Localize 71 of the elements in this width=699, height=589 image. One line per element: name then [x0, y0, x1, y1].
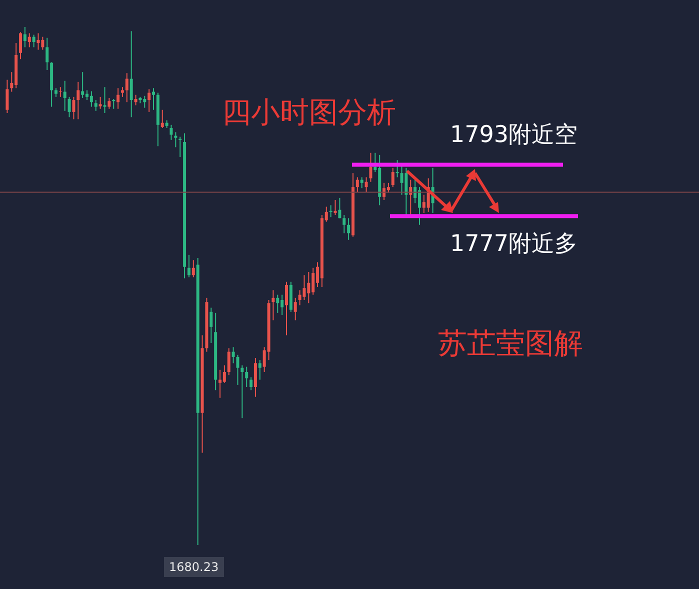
- candlestick: [112, 98, 116, 110]
- candlestick: [36, 32, 40, 50]
- candlestick: [19, 32, 22, 60]
- candlestick: [170, 124, 173, 140]
- candlestick: [409, 179, 412, 216]
- candlestick: [94, 100, 98, 112]
- candlestick: [125, 72, 128, 103]
- candlestick: [414, 179, 417, 204]
- text: 苏芷莹图解: [438, 325, 583, 362]
- candlestick: [382, 182, 386, 201]
- ref-line-label: 1793附近空: [450, 122, 578, 148]
- candlestick: [329, 204, 332, 218]
- annotation: 四小时图分析: [222, 94, 396, 131]
- candlestick: [103, 86, 106, 114]
- candlestick: [240, 364, 244, 419]
- candlestick: [284, 281, 288, 336]
- candlestick: [23, 26, 26, 48]
- candlestick: [276, 294, 280, 314]
- candlestick: [178, 136, 182, 158]
- candlestick: [360, 176, 364, 189]
- candlestick: [232, 346, 235, 364]
- candlestick: [334, 200, 337, 216]
- annotation: 1680.23: [164, 557, 224, 577]
- candlestick: [298, 290, 302, 306]
- candlestick: [227, 348, 230, 376]
- candlestick: [76, 81, 80, 120]
- candlestick: [108, 97, 111, 110]
- candlestick: [245, 366, 248, 388]
- candlestick: [152, 88, 156, 110]
- candlestick: [272, 290, 275, 321]
- candlestick: [68, 96, 71, 118]
- candlestick: [192, 260, 195, 278]
- candlestick: [356, 176, 359, 193]
- candlestick: [400, 164, 404, 196]
- candlestick: [187, 254, 190, 278]
- candlestick: [338, 197, 342, 219]
- candlestick: [63, 80, 66, 112]
- candlestick: [369, 152, 372, 182]
- candlestick: [342, 214, 346, 234]
- candlestick: [160, 109, 164, 129]
- candlestick: [130, 30, 133, 118]
- candlestick: [32, 34, 36, 48]
- candlestick: [347, 218, 350, 240]
- candlestick: [418, 186, 421, 226]
- candlestick: [134, 94, 138, 106]
- candlestick: [120, 86, 124, 98]
- candlestick: [6, 79, 9, 114]
- candlestick: [404, 167, 408, 216]
- candlestick: [386, 182, 390, 194]
- ref-line-label: 1777附近多: [450, 231, 578, 258]
- candlestick: [90, 90, 93, 108]
- candlestick: [396, 160, 399, 178]
- candlestick: [98, 96, 102, 110]
- candlestick: [58, 86, 62, 98]
- candlestick: [116, 88, 120, 110]
- candlestick: [364, 176, 368, 193]
- candlestick: [72, 96, 76, 120]
- candlestick: [148, 88, 151, 112]
- candlestick: [174, 132, 178, 148]
- candlestick: [222, 364, 226, 384]
- candlestick: [294, 297, 297, 321]
- candlestick: [210, 307, 213, 344]
- candlestick: [81, 72, 84, 98]
- candlestick: [250, 376, 253, 391]
- candlestick: [254, 358, 257, 398]
- candlestick: [391, 167, 394, 188]
- candlestick: [236, 354, 240, 386]
- candlestick: [28, 32, 31, 48]
- candlestick: [46, 37, 49, 70]
- candlestick: [258, 360, 262, 380]
- candlestick: [302, 274, 306, 300]
